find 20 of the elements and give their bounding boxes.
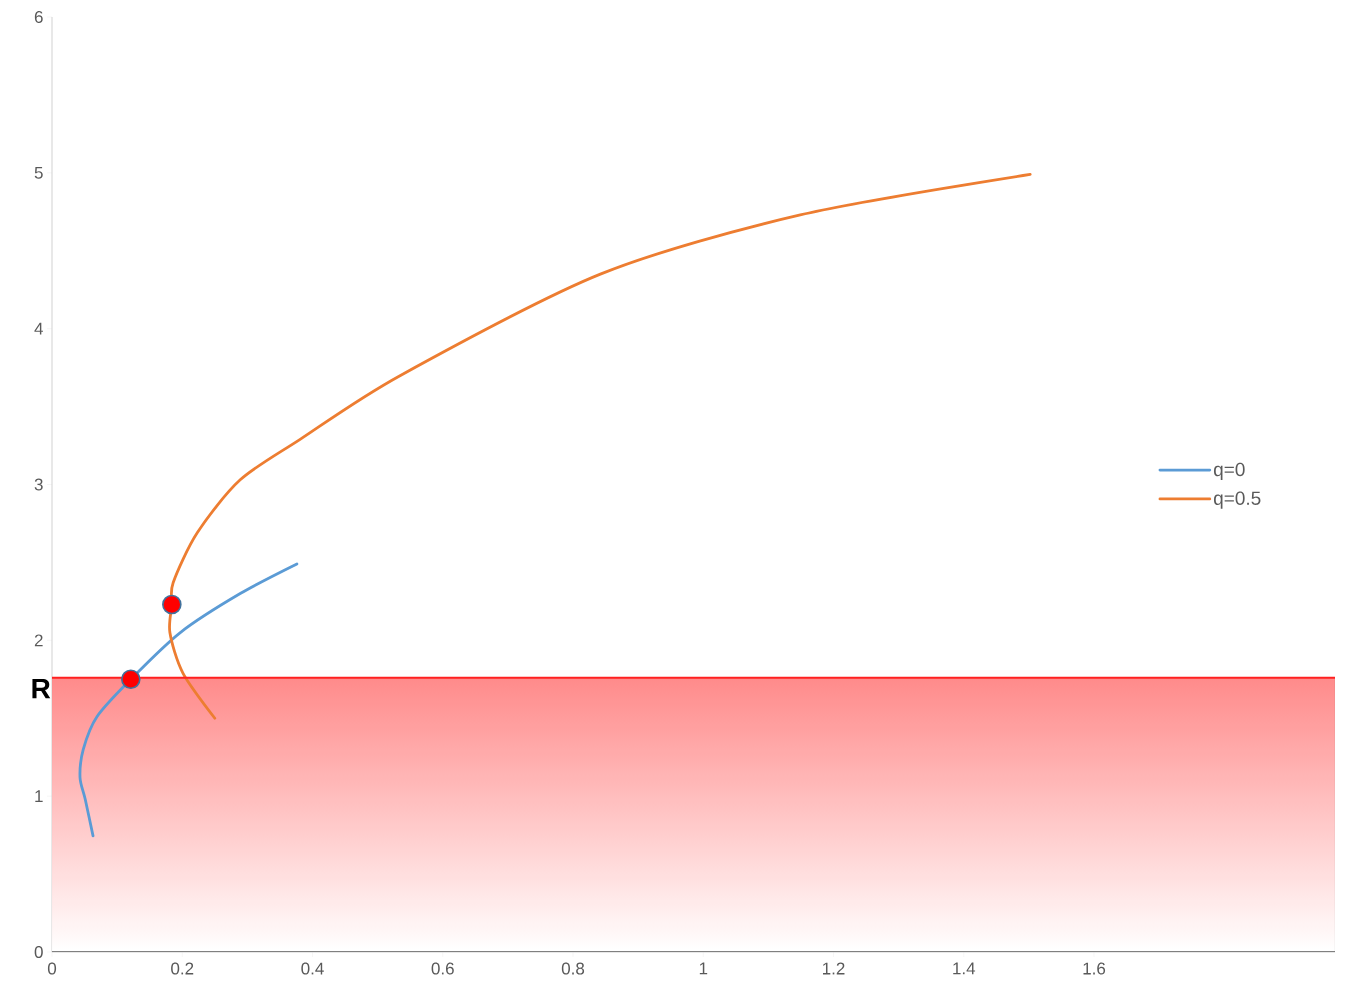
y-tick-label: 0 xyxy=(34,945,43,959)
line-series xyxy=(78,562,299,838)
y-tick-label: 6 xyxy=(34,10,43,24)
x-tick-label: 0.2 xyxy=(171,962,194,975)
legend-label: q=0.5 xyxy=(1213,491,1261,509)
y-tick-label: 2 xyxy=(34,634,43,647)
x-tick-label: 1.6 xyxy=(1083,962,1106,975)
y-tick-label: 3 xyxy=(34,478,43,491)
x-tick-label: 0.4 xyxy=(301,962,324,975)
x-tick-label: 1.4 xyxy=(953,962,976,975)
x-tick-label: 0.6 xyxy=(431,962,454,975)
y-tick-label: 1 xyxy=(35,790,43,802)
x-tick-label: 0.8 xyxy=(561,962,585,975)
y-tick-label: 5 xyxy=(34,166,43,179)
x-tick-label: 0 xyxy=(47,962,57,975)
ref-line-label: R xyxy=(32,678,51,699)
legend-label: q=0 xyxy=(1213,462,1245,480)
x-tick-label: 1 xyxy=(699,962,708,975)
x-tick-label: 1.2 xyxy=(823,962,845,975)
y-tick-label: 4 xyxy=(34,322,43,335)
